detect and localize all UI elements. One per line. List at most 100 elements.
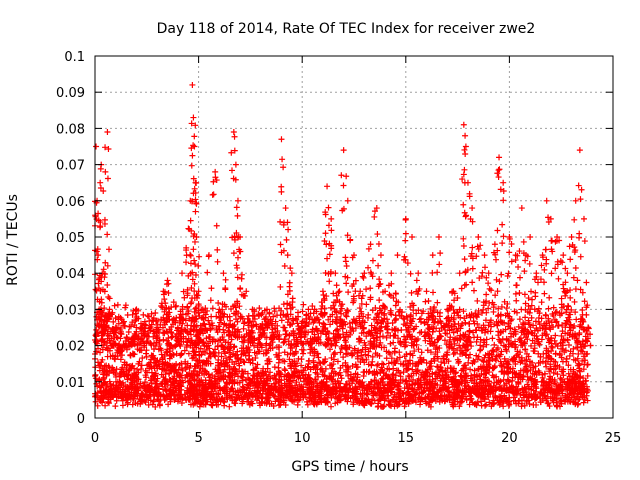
data-point <box>390 371 397 378</box>
data-point <box>457 399 464 406</box>
data-point <box>286 356 293 363</box>
data-point <box>340 147 347 154</box>
data-point <box>388 355 395 362</box>
data-point <box>230 250 237 257</box>
data-point <box>371 213 378 220</box>
data-point <box>374 361 381 368</box>
data-point <box>328 403 335 410</box>
data-point <box>220 326 227 333</box>
data-point <box>456 403 463 410</box>
data-point <box>368 362 375 369</box>
data-point <box>192 208 199 215</box>
data-point <box>447 334 454 341</box>
data-point <box>338 375 345 382</box>
data-point <box>246 352 253 359</box>
data-point <box>234 212 241 219</box>
data-point <box>478 402 485 409</box>
data-point <box>181 347 188 354</box>
data-point <box>143 353 150 360</box>
data-point <box>311 363 318 370</box>
data-point <box>240 325 247 332</box>
data-point <box>94 402 101 409</box>
data-point <box>450 351 457 358</box>
data-point <box>571 323 578 330</box>
data-point <box>553 403 560 410</box>
data-point <box>324 183 331 190</box>
data-point <box>362 351 369 358</box>
data-point <box>97 179 104 186</box>
data-point <box>241 359 248 366</box>
data-point <box>363 301 370 308</box>
data-point <box>464 379 471 386</box>
data-point <box>374 231 381 238</box>
data-point <box>281 262 288 269</box>
data-point <box>189 81 196 88</box>
data-point <box>277 283 284 290</box>
data-point <box>390 339 397 346</box>
data-point <box>117 335 124 342</box>
data-point <box>234 254 241 261</box>
data-point <box>395 335 402 342</box>
data-point <box>184 338 191 345</box>
data-point <box>237 285 244 292</box>
data-point <box>189 152 196 159</box>
data-point <box>402 336 409 343</box>
data-point <box>125 329 132 336</box>
data-point <box>209 402 216 409</box>
data-point <box>277 241 284 248</box>
data-point <box>477 342 484 349</box>
data-point <box>326 251 333 258</box>
data-point <box>386 402 393 409</box>
data-point <box>329 311 336 318</box>
data-point <box>450 345 457 352</box>
data-point <box>179 270 186 277</box>
data-point <box>207 297 214 304</box>
data-point <box>226 349 233 356</box>
data-point <box>536 341 543 348</box>
data-point <box>124 312 131 319</box>
data-point <box>92 286 99 293</box>
data-point <box>468 343 475 350</box>
data-point <box>342 254 349 261</box>
data-point <box>444 351 451 358</box>
data-point <box>239 377 246 384</box>
data-point <box>528 342 535 349</box>
data-point <box>398 327 405 334</box>
data-point <box>114 301 121 308</box>
data-point <box>516 316 523 323</box>
data-point <box>336 288 343 295</box>
data-point <box>298 356 305 363</box>
data-point <box>234 348 241 355</box>
data-point <box>315 354 322 361</box>
data-point <box>554 362 561 369</box>
data-point <box>324 255 331 262</box>
data-point <box>191 133 198 140</box>
data-point <box>523 363 530 370</box>
data-point <box>183 259 190 266</box>
data-point <box>558 368 565 375</box>
data-point <box>328 215 335 222</box>
data-point <box>520 372 527 379</box>
data-point <box>104 129 111 136</box>
data-point <box>159 356 166 363</box>
data-point <box>156 402 163 409</box>
data-point <box>365 264 372 271</box>
data-point <box>558 332 565 339</box>
data-point <box>283 236 290 243</box>
data-point <box>190 114 197 121</box>
data-point <box>95 252 102 259</box>
data-point <box>509 377 516 384</box>
data-point <box>343 173 350 180</box>
data-point <box>162 300 169 307</box>
data-point <box>180 379 187 386</box>
data-point <box>309 303 316 310</box>
data-point <box>278 317 285 324</box>
data-point <box>277 312 284 319</box>
data-point <box>275 359 282 366</box>
data-point <box>212 168 219 175</box>
data-point <box>232 388 239 395</box>
data-point <box>106 246 113 253</box>
data-point <box>204 269 211 276</box>
data-point <box>191 308 198 315</box>
data-point <box>158 303 165 310</box>
